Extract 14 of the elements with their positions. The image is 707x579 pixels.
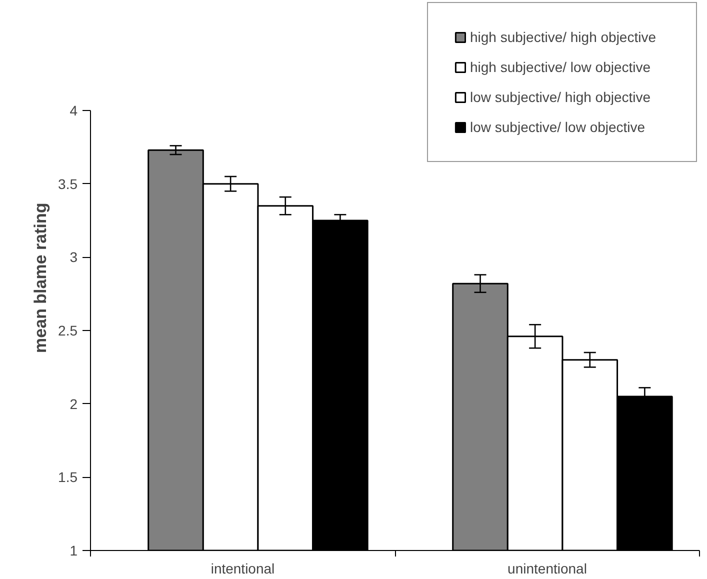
y-tick-label: 3	[70, 249, 78, 266]
legend-label: high subjective/ high objective	[470, 29, 658, 45]
y-tick-label: 3.5	[58, 176, 78, 192]
x-tick-label: intentional	[210, 560, 275, 576]
y-tick-label: 2	[70, 396, 78, 412]
legend-label: low subjective/ low objective	[470, 119, 646, 135]
y-tick-label: 1.5	[58, 469, 78, 486]
x-tick-label: unintentional	[508, 560, 587, 576]
y-axis-title: mean blame rating	[31, 202, 50, 353]
legend-label: high subjective/ low objective	[470, 59, 652, 75]
y-tick-label: 4	[70, 102, 78, 118]
y-tick-label: 2.5	[58, 322, 78, 338]
legend-label: low subjective/ high objective	[470, 89, 652, 105]
y-tick-label: 1	[70, 542, 78, 558]
